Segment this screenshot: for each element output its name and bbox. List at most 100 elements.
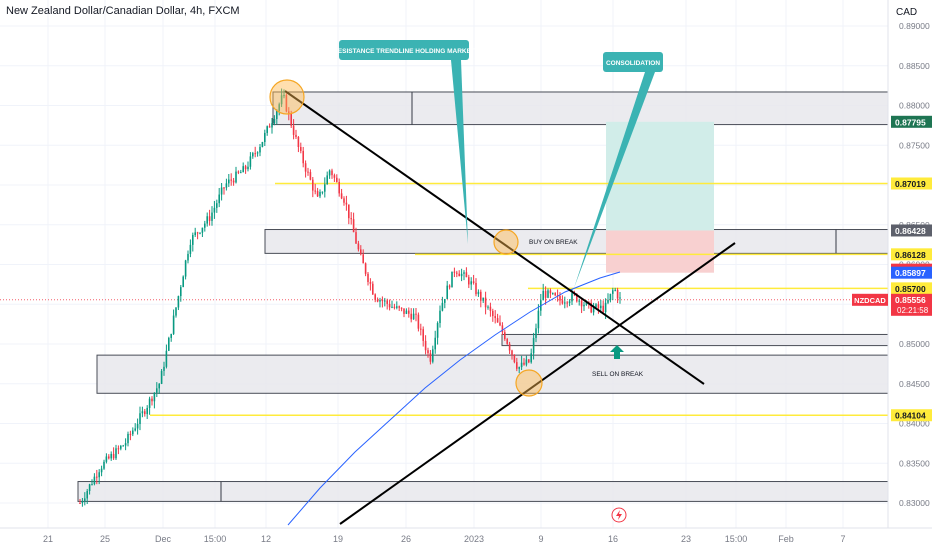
candle-body: [134, 428, 136, 431]
moving-average-line: [287, 271, 621, 526]
candle-body: [292, 125, 295, 135]
x-tick-label: 23: [681, 534, 691, 544]
candle-body: [439, 310, 441, 324]
candle-body: [182, 276, 184, 288]
candle-body: [612, 290, 614, 294]
consolidation-callout: CONSOLIDATION: [574, 52, 663, 288]
candle-body: [144, 411, 146, 415]
candle-body: [276, 110, 278, 120]
candle-body: [79, 503, 81, 504]
buy-on-break-label: BUY ON BREAK: [529, 239, 578, 246]
candle-body: [96, 476, 98, 478]
candle-body: [520, 362, 523, 368]
candle-body: [110, 453, 112, 459]
candle-body: [518, 367, 520, 369]
candle-body: [254, 153, 256, 155]
candle-body: [230, 179, 232, 181]
candle-body: [525, 359, 528, 365]
candle-body: [314, 190, 316, 192]
candle-body: [492, 310, 494, 317]
price-tag-value: 0.85700: [895, 284, 926, 294]
sell-on-break-label: SELL ON BREAK: [592, 371, 644, 378]
candle-body: [585, 301, 588, 305]
candle-body: [470, 281, 472, 285]
candle-body: [180, 287, 182, 297]
candle-body: [388, 303, 391, 308]
candle-body: [528, 359, 530, 363]
candle-body: [412, 313, 415, 320]
y-tick-label: 0.83000: [899, 498, 930, 508]
candle-body: [384, 300, 386, 302]
symbol-tag: NZDCAD: [854, 296, 886, 305]
candle-body: [367, 273, 369, 282]
y-tick-label: 0.88000: [899, 101, 930, 111]
candle-body: [547, 290, 549, 298]
candle-body: [120, 445, 122, 449]
x-tick-label: 25: [100, 534, 110, 544]
candle-body: [436, 323, 439, 338]
candle-body: [417, 314, 420, 329]
candle-body: [511, 350, 513, 355]
candle-body: [360, 249, 362, 255]
candle-body: [566, 302, 568, 304]
candle-body: [513, 354, 516, 363]
candle-body: [124, 443, 127, 446]
lightning-icon: [611, 507, 627, 523]
candle-body: [312, 179, 314, 191]
candle-body: [264, 132, 266, 143]
candle-body: [259, 146, 261, 153]
candle-body: [192, 235, 194, 245]
candle-body: [381, 300, 384, 302]
candle-body: [523, 362, 525, 365]
candle-body: [453, 271, 456, 273]
candle-body: [105, 456, 108, 462]
candle-body: [456, 272, 458, 274]
candle-body: [139, 413, 141, 425]
candle-body: [146, 407, 148, 415]
candle-body: [592, 307, 595, 313]
candle-body: [372, 283, 374, 295]
candle-body: [564, 302, 566, 304]
candle-body: [532, 337, 535, 354]
y-tick-label: 0.84000: [899, 419, 930, 429]
candle-body: [307, 171, 309, 173]
candle-body: [309, 172, 312, 180]
candle-body: [410, 313, 412, 320]
candle-body: [379, 300, 381, 302]
candle-body: [261, 142, 264, 147]
x-tick-label: 9: [538, 534, 543, 544]
candle-body: [552, 293, 554, 295]
price-tag-value: 0.87795: [895, 117, 926, 127]
candle-body: [271, 123, 273, 128]
candle-body: [434, 337, 436, 350]
candle-body: [249, 156, 252, 167]
candle-body: [348, 204, 350, 219]
candle-body: [115, 448, 117, 459]
highlight-circle: [493, 229, 519, 255]
candle-body: [324, 184, 326, 192]
price-tag-value: 0.85897: [895, 268, 926, 278]
candle-body: [201, 227, 204, 233]
candle-body: [369, 281, 372, 284]
price-tag-value: 0.86128: [895, 250, 926, 260]
candle-body: [132, 430, 134, 435]
candle-body: [247, 166, 249, 170]
candle-body: [604, 302, 607, 313]
candle-body: [170, 333, 172, 338]
candle-body: [266, 126, 268, 133]
candle-body: [460, 273, 463, 277]
candle-body: [237, 171, 240, 173]
candle-body: [103, 461, 105, 469]
price-tag-value: 0.85556: [895, 295, 926, 305]
candle-body: [576, 293, 578, 302]
candle-body: [156, 388, 158, 393]
candle-body: [240, 172, 242, 174]
candle-body: [400, 307, 403, 309]
candle-body: [177, 296, 180, 308]
candle-body: [607, 299, 609, 303]
candle-body: [364, 263, 367, 274]
candle-body: [340, 193, 343, 199]
candle-body: [304, 163, 307, 172]
